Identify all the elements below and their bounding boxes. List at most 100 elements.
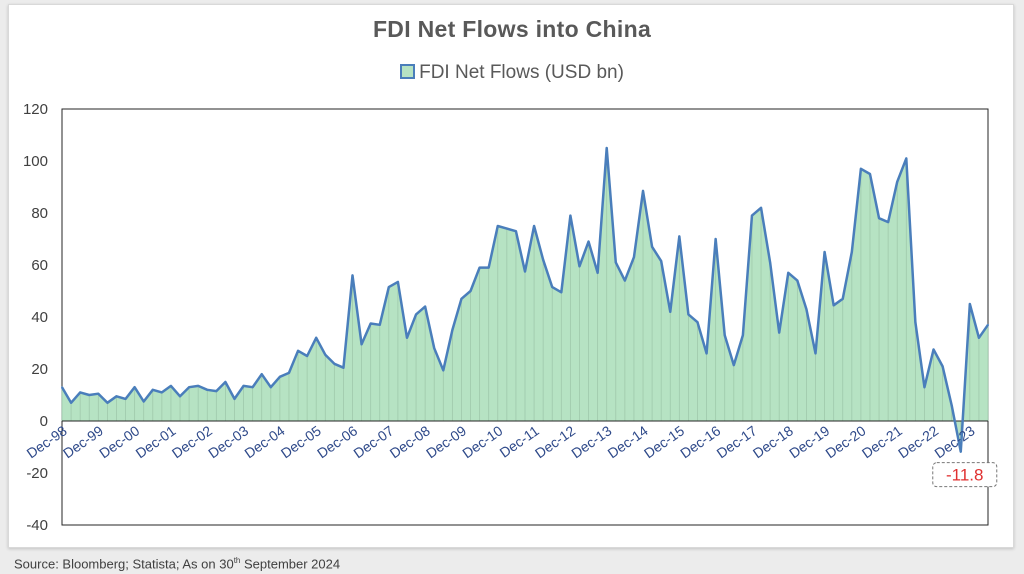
data-point: [197, 385, 200, 387]
data-point: [751, 214, 753, 217]
data-point: [424, 305, 427, 308]
data-point: [678, 235, 681, 238]
data-point: [442, 369, 445, 372]
data-point: [596, 271, 599, 274]
data-point: [460, 297, 463, 300]
data-point: [233, 398, 236, 400]
data-point: [524, 270, 526, 273]
data-point: [923, 386, 926, 389]
data-point: [369, 322, 372, 325]
data-point: [932, 348, 935, 351]
data-point: [959, 450, 962, 453]
data-point: [224, 381, 227, 383]
source-suffix: September 2024: [240, 556, 341, 572]
data-point: [406, 336, 408, 339]
data-point: [269, 386, 272, 389]
data-point: [206, 388, 209, 391]
chart-title: FDI Net Flows into China: [372, 16, 652, 42]
data-point: [70, 401, 72, 404]
data-point: [987, 323, 989, 326]
data-point: [696, 321, 699, 324]
data-point: [841, 297, 844, 300]
data-point: [215, 390, 218, 392]
data-point: [106, 401, 109, 404]
data-point: [950, 404, 953, 407]
source-note: Source: Bloomberg; Statista; As on 30th …: [14, 556, 340, 571]
data-point: [605, 147, 608, 149]
data-point: [887, 221, 890, 224]
data-point: [941, 365, 944, 368]
y-tick-label: 80: [31, 205, 48, 222]
data-point: [560, 291, 563, 294]
data-point: [342, 366, 345, 369]
data-point: [569, 214, 572, 217]
data-point: [968, 303, 971, 305]
data-point: [623, 279, 626, 282]
y-tick-label: -40: [26, 517, 48, 534]
data-point: [978, 336, 980, 339]
data-point: [451, 329, 454, 331]
data-point: [415, 313, 417, 316]
source-prefix: Source: Bloomberg; Statista; As on 30: [14, 556, 234, 572]
data-point: [469, 290, 472, 292]
y-tick-label: 0: [40, 413, 48, 430]
data-point: [796, 279, 799, 282]
data-point: [714, 238, 717, 240]
data-point: [687, 313, 690, 316]
y-tick-label: -20: [26, 465, 48, 482]
data-point: [97, 392, 100, 395]
data-point: [860, 167, 862, 170]
chart-legend: FDI Net Flows (USD bn): [0, 62, 1024, 84]
data-point: [878, 217, 880, 220]
data-point: [769, 261, 772, 264]
y-tick-label: 100: [23, 153, 48, 170]
data-point: [914, 321, 917, 324]
data-point: [723, 334, 726, 337]
data-point: [741, 334, 744, 337]
data-point: [633, 256, 635, 259]
data-point: [133, 386, 136, 389]
y-tick-label: 120: [23, 101, 48, 118]
data-point: [387, 286, 390, 288]
data-point: [79, 391, 82, 394]
data-point: [278, 375, 281, 378]
data-point: [505, 227, 508, 230]
data-point: [760, 206, 762, 209]
data-point: [397, 281, 399, 283]
data-point: [515, 230, 517, 233]
data-point: [251, 386, 254, 389]
data-point: [732, 364, 735, 366]
data-point: [288, 372, 290, 374]
data-point: [260, 373, 263, 376]
data-point: [324, 353, 327, 356]
data-point: [188, 386, 190, 389]
data-point: [61, 386, 63, 389]
data-point: [850, 251, 853, 253]
data-point: [179, 395, 181, 398]
data-point: [297, 349, 299, 352]
data-point: [378, 323, 381, 326]
annotation-box: [932, 462, 998, 488]
data-point: [487, 266, 490, 269]
data-point: [778, 331, 781, 334]
data-point: [170, 385, 172, 387]
data-point: [351, 274, 354, 277]
source-sup: th: [233, 556, 241, 565]
annotation-label: -11.8: [946, 466, 984, 485]
legend-swatch: [400, 64, 416, 80]
data-point: [478, 266, 481, 269]
data-point: [705, 352, 708, 355]
data-point: [151, 388, 154, 391]
data-point: [814, 352, 817, 355]
data-point: [660, 260, 663, 262]
data-point: [315, 336, 318, 339]
data-point: [787, 271, 790, 274]
data-point: [542, 258, 545, 261]
y-tick-label: 20: [31, 361, 48, 378]
data-point: [115, 395, 118, 398]
legend-label: FDI Net Flows (USD bn): [419, 62, 624, 83]
data-point: [805, 308, 808, 311]
data-point: [333, 362, 336, 365]
data-point: [669, 310, 672, 313]
data-point: [242, 385, 245, 387]
